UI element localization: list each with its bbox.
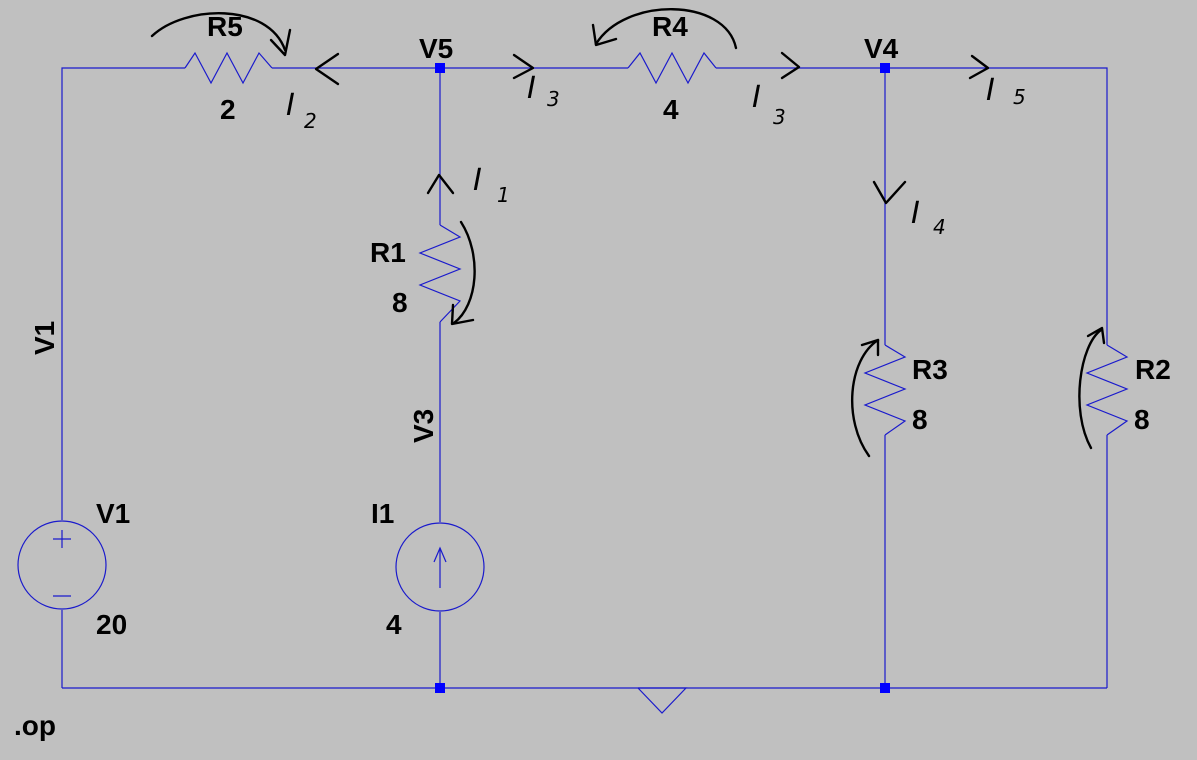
r1-loop-arrow	[452, 220, 476, 325]
r1-name-label: R1	[370, 237, 406, 268]
wires	[61, 67, 1108, 689]
r1-loop-arrowhead	[450, 303, 475, 326]
i2-label-sub: 2	[304, 109, 317, 133]
resistor-r1[interactable]	[418, 224, 462, 323]
r2-name-label: R2	[1135, 354, 1171, 385]
i1-direction-arrow	[426, 173, 455, 195]
i4-direction-arrow	[872, 180, 907, 205]
r2-loop-arrow	[1078, 328, 1103, 450]
i3-label-left: I	[527, 71, 536, 106]
node-v4-label: V4	[864, 33, 899, 64]
i3-direction-arrow-right	[780, 51, 801, 80]
v1-value-label: 20	[96, 609, 127, 640]
r5-loop-arrow	[150, 12, 287, 52]
i5-direction-arrow	[968, 54, 990, 80]
i1-value-label: 4	[386, 609, 402, 640]
r5-name-label: R5	[207, 11, 243, 42]
op-directive[interactable]: .op	[14, 710, 56, 741]
resistor-r2[interactable]	[1085, 344, 1129, 436]
r3-value-label: 8	[912, 404, 928, 435]
i3-direction-arrow-left	[512, 53, 535, 80]
i1-name-label: I1	[371, 498, 394, 529]
r2-loop-arrowhead	[1086, 326, 1106, 345]
node-v5	[435, 63, 445, 73]
ground-symbol	[637, 687, 688, 714]
r4-loop-arrowhead	[591, 23, 618, 47]
i3-label-left-sub: 3	[547, 87, 560, 111]
r2-value-label: 8	[1134, 404, 1150, 435]
r3-loop-arrow	[851, 338, 880, 458]
i2-label: I	[286, 88, 295, 123]
r3-loop-arrowhead	[860, 338, 880, 357]
i4-label-sub: 4	[933, 215, 946, 239]
v1-net-label: V1	[29, 321, 60, 355]
r5-value-label: 2	[220, 94, 236, 125]
v1-name-label: V1	[96, 498, 130, 529]
r5-loop-arrowhead	[269, 28, 292, 57]
i5-label-sub: 5	[1013, 85, 1026, 109]
r4-value-label: 4	[663, 94, 679, 125]
i3-label-right: I	[752, 80, 761, 115]
node-v5-label: V5	[419, 33, 453, 64]
i1-label-sub: 1	[497, 183, 510, 207]
node-v4	[880, 63, 890, 73]
resistor-r4[interactable]	[627, 51, 717, 85]
v3-net-label: V3	[408, 409, 439, 443]
i2-direction-arrow	[314, 52, 340, 86]
i4-label: I	[911, 196, 920, 231]
r4-loop-arrow	[594, 8, 738, 50]
resistor-r3[interactable]	[863, 344, 907, 436]
voltage-source-v1[interactable]	[17, 520, 107, 610]
r4-name-label: R4	[652, 11, 688, 42]
node-bottom-right	[880, 683, 890, 693]
node-bottom-mid	[435, 683, 445, 693]
resistor-r5[interactable]	[184, 51, 273, 85]
handwritten-annotations	[150, 8, 1106, 458]
r1-value-label: 8	[392, 287, 408, 318]
current-source-i1[interactable]	[395, 522, 485, 612]
wire-left	[61, 67, 185, 520]
wire-top-r4-right	[716, 67, 1108, 345]
i3-label-right-sub: 3	[773, 105, 786, 129]
r3-name-label: R3	[912, 354, 948, 385]
i5-label: I	[986, 73, 995, 108]
i1-label: I	[473, 163, 482, 198]
